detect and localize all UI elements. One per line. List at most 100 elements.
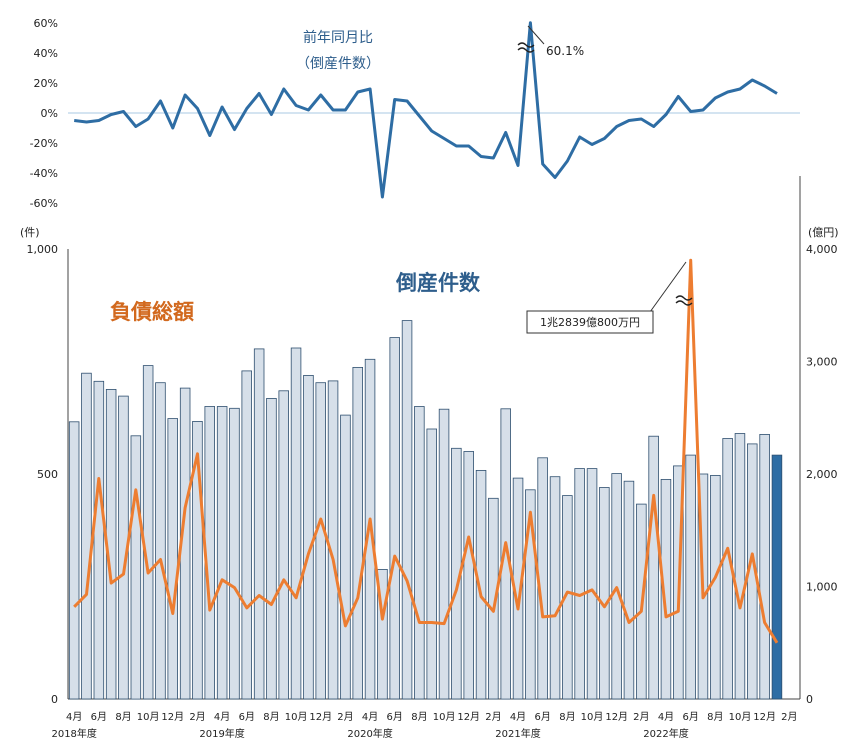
x-tick: 8月 bbox=[559, 711, 575, 723]
bar bbox=[68, 421, 80, 700]
x-tick: 12月 bbox=[457, 711, 480, 723]
bar bbox=[192, 420, 203, 700]
x-tick: 8月 bbox=[707, 711, 723, 723]
bar bbox=[389, 337, 400, 700]
yoy-subtitle: （倒産件数） bbox=[296, 56, 380, 72]
x-tick: 6月 bbox=[239, 711, 255, 723]
debt-line bbox=[73, 258, 779, 644]
x-tick: 2月 bbox=[781, 711, 797, 723]
bar bbox=[414, 406, 425, 700]
bar bbox=[340, 414, 351, 700]
x-tick: 6月 bbox=[387, 711, 403, 723]
left-y-tick: 0 bbox=[51, 693, 58, 706]
debt-annotation-box bbox=[526, 310, 654, 334]
x-tick: 4月 bbox=[214, 711, 230, 723]
left-y-tick: 1,000 bbox=[27, 243, 59, 256]
bar-title: 倒産件数 bbox=[395, 271, 481, 295]
bar bbox=[734, 433, 746, 700]
yoy-y-tick: 60% bbox=[34, 17, 58, 30]
debt-annotation: 1兆2839億800万円 bbox=[540, 316, 640, 329]
left-y-tick: 500 bbox=[37, 468, 58, 481]
bar bbox=[303, 374, 314, 700]
bar bbox=[290, 347, 302, 700]
yoy-y-tick: -40% bbox=[30, 167, 58, 180]
x-tick: 10月 bbox=[729, 711, 752, 723]
bar bbox=[574, 468, 585, 700]
x-tick: 10月 bbox=[137, 711, 160, 723]
yoy-annotation: 60.1% bbox=[546, 44, 584, 58]
yoy-line bbox=[74, 21, 778, 199]
bar bbox=[253, 348, 265, 700]
fiscal-year-label: 2020年度 bbox=[347, 727, 392, 740]
bar bbox=[401, 320, 413, 700]
x-tick: 2月 bbox=[337, 711, 353, 723]
bar bbox=[685, 454, 696, 700]
yoy-panel: 60% 40% 20% 0% -20% -40% -60% 前年同月比 （倒産件数） 60.… bbox=[30, 17, 800, 210]
bar bbox=[771, 454, 783, 700]
x-tick: 12月 bbox=[753, 711, 776, 723]
bar bbox=[463, 451, 474, 700]
yoy-y-tick: 40% bbox=[34, 47, 58, 60]
x-tick: 10月 bbox=[581, 711, 604, 723]
bar bbox=[426, 428, 437, 700]
bar bbox=[352, 366, 363, 700]
x-tick: 8月 bbox=[411, 711, 427, 723]
yoy-title: 前年同月比 bbox=[303, 29, 373, 46]
bankruptcy-panel: (件) (億円) 1,000 500 0 4,000 3,000 2,000 1,000 0… bbox=[20, 176, 839, 740]
x-tick: 12月 bbox=[309, 711, 332, 723]
bar bbox=[229, 407, 240, 700]
bar bbox=[142, 365, 154, 700]
x-tick: 4月 bbox=[66, 711, 82, 723]
bar bbox=[660, 478, 672, 700]
yoy-y-tick: 20% bbox=[34, 77, 58, 90]
bar bbox=[81, 372, 92, 700]
bar bbox=[241, 370, 252, 700]
x-tick: 10月 bbox=[433, 711, 456, 723]
x-tick: 8月 bbox=[115, 711, 131, 723]
bar bbox=[327, 380, 339, 700]
yoy-y-tick: -60% bbox=[30, 197, 58, 210]
bar bbox=[623, 480, 635, 700]
bar bbox=[438, 408, 450, 700]
bar bbox=[155, 382, 166, 700]
bar bbox=[130, 435, 142, 700]
yoy-y-tick: 0% bbox=[41, 107, 58, 120]
left-unit: (件) bbox=[20, 226, 40, 239]
right-y-tick: 4,000 bbox=[806, 243, 838, 256]
yoy-annotation-leader bbox=[527, 25, 545, 45]
x-tick: 4月 bbox=[658, 711, 674, 723]
bar bbox=[475, 469, 487, 700]
x-tick: 2月 bbox=[189, 711, 205, 723]
x-tick: 12月 bbox=[161, 711, 184, 723]
x-tick: 12月 bbox=[605, 711, 628, 723]
bar bbox=[525, 489, 536, 700]
bar bbox=[710, 474, 721, 700]
right-unit: (億円) bbox=[808, 226, 839, 239]
x-tick: 8月 bbox=[263, 711, 279, 723]
x-tick: 10月 bbox=[285, 711, 308, 723]
fiscal-year-label: 2018年度 bbox=[51, 727, 96, 740]
yoy-break-mark bbox=[517, 42, 535, 53]
fiscal-year-label: 2021年度 bbox=[495, 727, 540, 740]
bar bbox=[549, 476, 561, 700]
bar bbox=[500, 408, 511, 700]
debt-annotation-leader bbox=[649, 261, 687, 313]
bar bbox=[278, 390, 289, 700]
right-y-tick: 1,000 bbox=[806, 581, 838, 594]
x-tick: 6月 bbox=[683, 711, 699, 723]
right-y-tick: 0 bbox=[806, 693, 813, 706]
bar bbox=[562, 495, 573, 700]
bar bbox=[93, 380, 105, 700]
x-tick: 6月 bbox=[91, 711, 107, 723]
bar bbox=[266, 397, 277, 700]
bar bbox=[488, 497, 499, 700]
bar bbox=[377, 569, 388, 700]
debt-break-mark bbox=[675, 295, 693, 306]
yoy-y-tick: -20% bbox=[30, 137, 58, 150]
bar bbox=[586, 468, 598, 700]
bar bbox=[759, 433, 770, 700]
bar bbox=[599, 487, 610, 700]
x-tick: 2月 bbox=[633, 711, 649, 723]
fiscal-year-label: 2019年度 bbox=[199, 727, 244, 740]
